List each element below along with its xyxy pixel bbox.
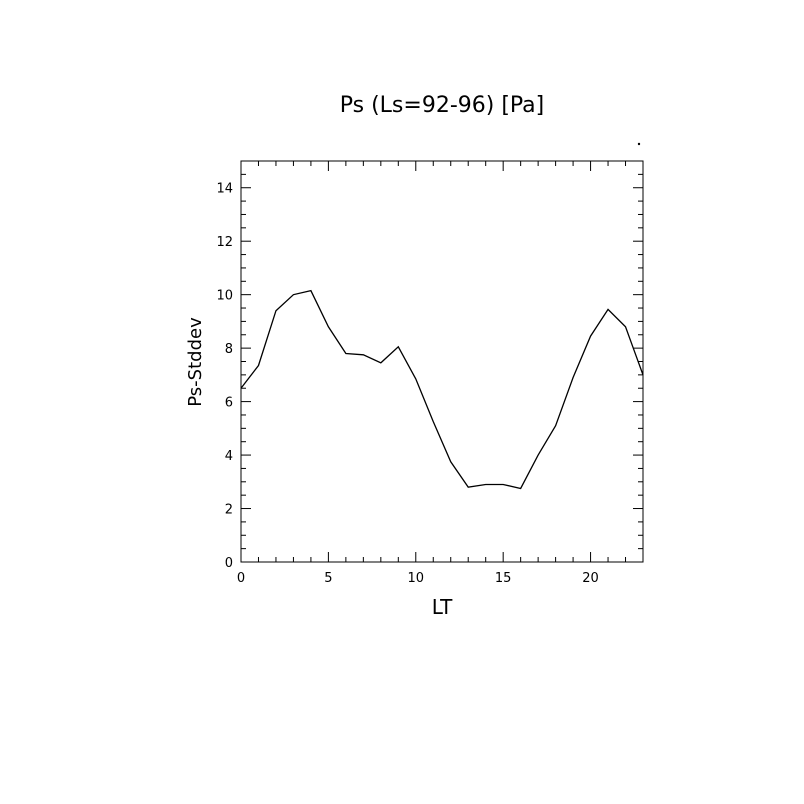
y-tick-label: 4 <box>225 449 233 464</box>
chart-title: Ps (Ls=92-96) [Pa] <box>340 93 545 118</box>
y-tick-label: 2 <box>225 503 233 518</box>
x-tick-label: 15 <box>495 571 512 586</box>
y-tick-label: 10 <box>216 289 233 304</box>
y-tick-label: 6 <box>225 396 233 411</box>
x-tick-label: 5 <box>324 571 332 586</box>
y-tick-label: 0 <box>225 556 233 571</box>
plot-frame <box>240 160 644 563</box>
tick-labels: 0 5 10 15 20 0 2 4 6 8 10 12 14 <box>216 182 598 586</box>
y-axis-label: Ps-Stddev <box>185 317 206 407</box>
series-line <box>240 289 644 490</box>
y-tick-label: 14 <box>216 182 233 197</box>
x-axis-label: LT <box>432 595 453 619</box>
x-tick-label: 20 <box>582 571 599 586</box>
x-tick-label: 10 <box>408 571 425 586</box>
y-tick-label: 8 <box>225 342 233 357</box>
x-tick-label: 0 <box>237 571 245 586</box>
ticks <box>240 160 644 563</box>
corner-marker <box>637 142 641 146</box>
y-tick-label: 12 <box>216 235 233 250</box>
